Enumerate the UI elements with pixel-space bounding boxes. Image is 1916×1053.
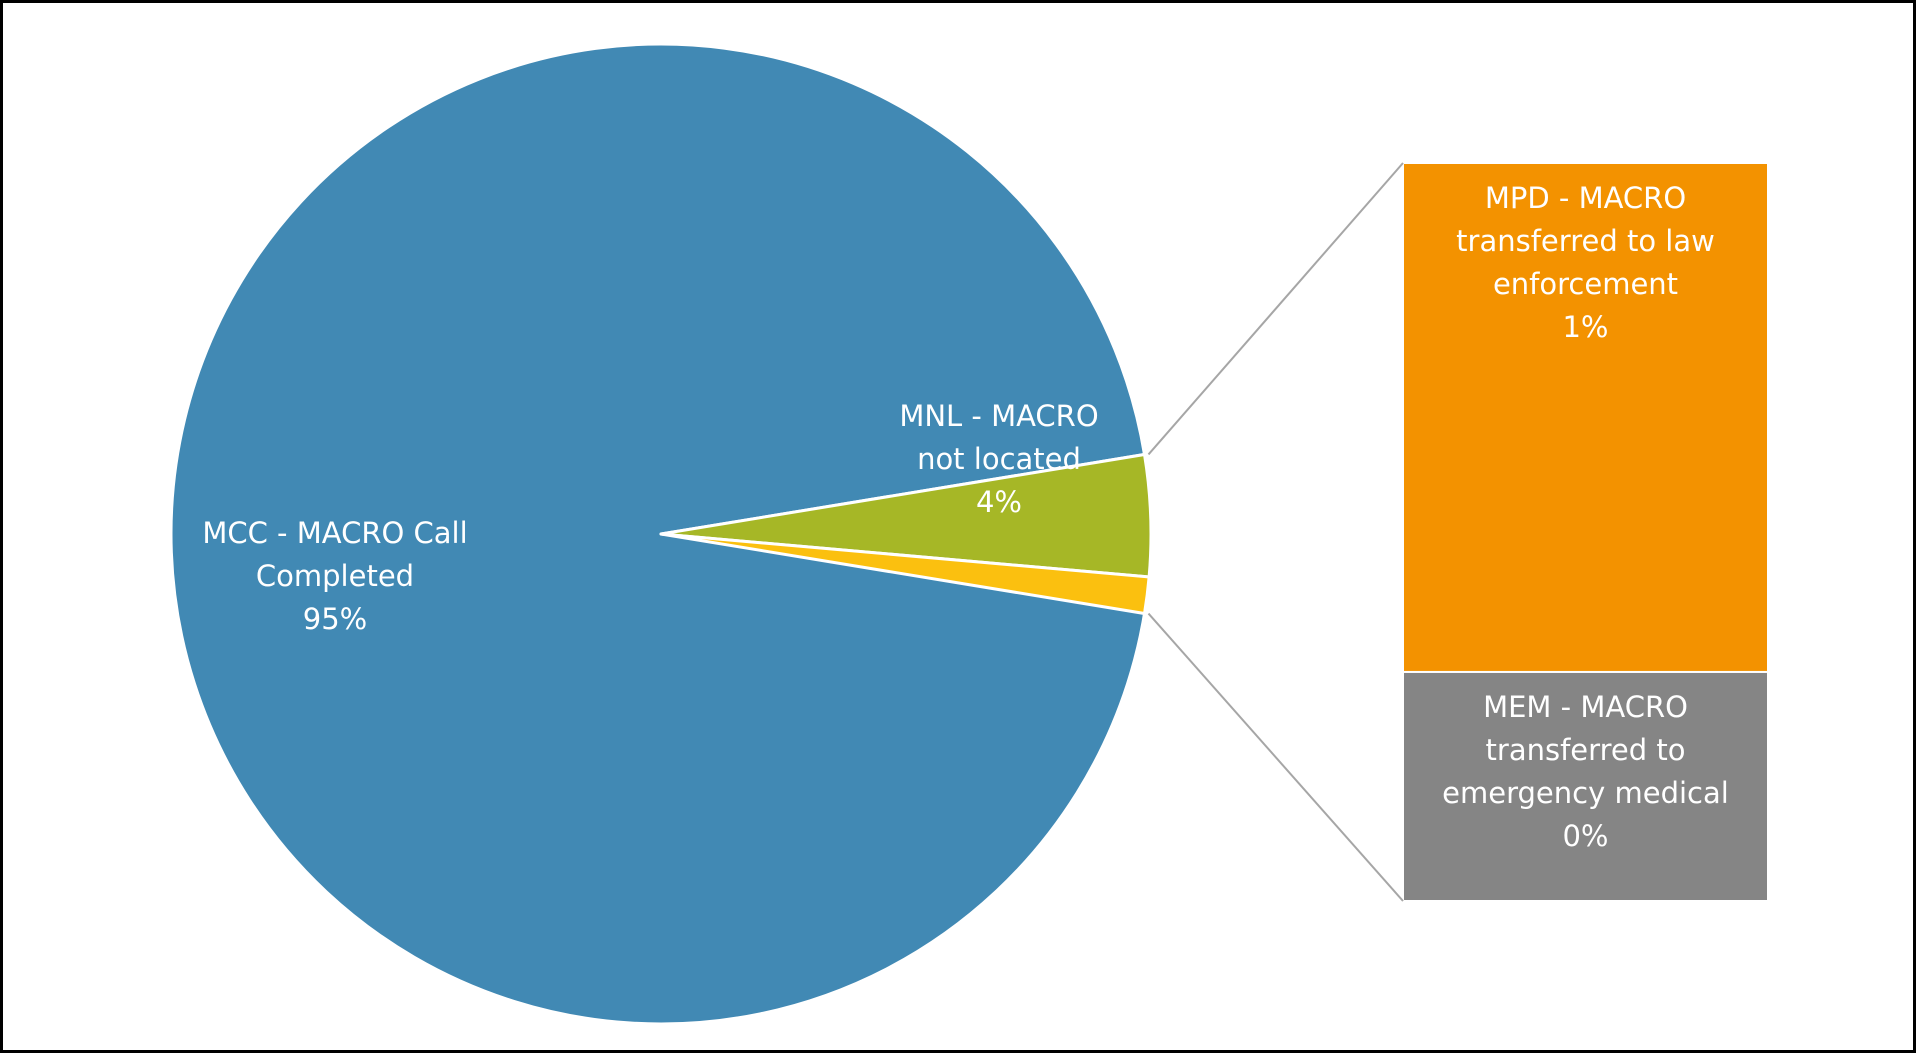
pie-label-mnl: MNL - MACRO not located 4% (899, 399, 1098, 519)
breakdown-bar-segment-1 (1402, 670, 1769, 902)
pie-slice-2 (659, 532, 1151, 616)
breakdown-bar-segment-0 (1402, 162, 1769, 673)
breakdown-label-1: MEM - MACRO transferred to emergency medic… (1442, 690, 1729, 853)
connector-line-top (1147, 162, 1404, 456)
bar-of-pie-chart: MCC - MACRO Call Completed 95% MNL - MACRO n… (169, 42, 1769, 1026)
breakdown-label-0: MPD - MACRO transferred to law enforcement… (1456, 181, 1715, 344)
connector-line-bottom (1147, 612, 1404, 902)
pie-label-mcc: MCC - MACRO Call Completed 95% (202, 516, 467, 636)
